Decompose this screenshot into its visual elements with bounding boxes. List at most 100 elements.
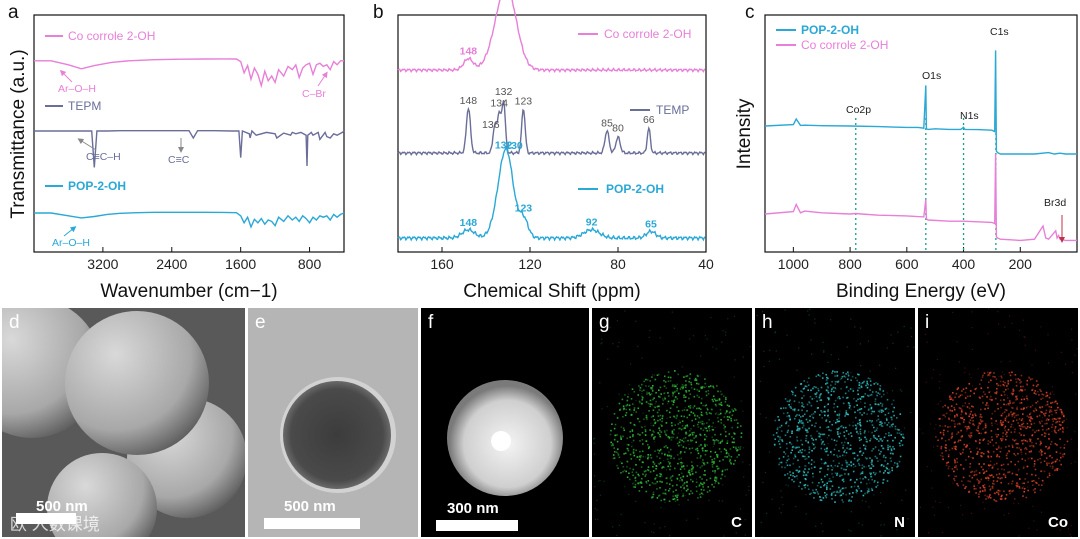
map-noise-dot <box>838 358 840 360</box>
map-dot <box>801 451 803 454</box>
map-dot <box>980 420 982 422</box>
map-dot <box>890 434 892 437</box>
map-noise-dot <box>675 495 678 498</box>
map-dot <box>870 462 872 464</box>
map-dot <box>667 371 670 373</box>
x-tick-label: 400 <box>952 256 976 272</box>
map-dot <box>640 481 642 483</box>
map-dot <box>721 440 723 443</box>
map-dot <box>991 424 993 427</box>
map-dot <box>641 397 644 400</box>
map-dot <box>1060 456 1062 459</box>
map-noise-dot <box>790 403 792 405</box>
map-dot <box>858 464 861 467</box>
map-dot <box>669 407 672 409</box>
map-dot <box>648 446 650 448</box>
map-dot <box>1028 438 1031 441</box>
map-dot <box>649 429 651 431</box>
map-dot <box>641 426 643 429</box>
map-dot <box>659 457 661 460</box>
map-dot <box>702 493 704 496</box>
map-noise-dot <box>1024 336 1026 338</box>
map-noise-dot <box>910 327 912 329</box>
map-noise-dot <box>962 514 964 516</box>
map-noise-dot <box>609 326 611 329</box>
map-dot <box>871 431 873 434</box>
map-dot <box>862 395 865 398</box>
map-dot <box>987 479 990 481</box>
map-dot <box>1017 468 1020 471</box>
map-dot <box>969 413 972 415</box>
map-noise-dot <box>633 482 635 484</box>
map-noise-dot <box>1027 486 1029 488</box>
map-dot <box>697 421 700 424</box>
map-noise-dot <box>813 397 815 400</box>
map-dot <box>619 408 622 410</box>
map-dot <box>688 471 691 474</box>
map-dot <box>840 467 843 469</box>
map-dot <box>823 406 826 408</box>
map-dot <box>1061 413 1063 416</box>
map-dot <box>995 378 998 380</box>
map-dot <box>711 466 714 468</box>
map-dot <box>704 438 706 441</box>
map-dot <box>670 439 673 441</box>
map-dot <box>998 490 1001 492</box>
map-dot <box>977 480 980 482</box>
map-dot <box>671 475 674 477</box>
map-dot <box>696 457 699 459</box>
map-dot <box>709 477 712 480</box>
map-dot <box>999 384 1002 387</box>
map-dot <box>1012 392 1014 395</box>
map-dot <box>680 386 683 389</box>
map-dot <box>672 392 675 394</box>
c-legend-pop: POP-2-OH <box>801 23 859 37</box>
map-noise-dot <box>654 462 656 465</box>
map-dot <box>681 466 683 468</box>
map-dot <box>1002 383 1005 386</box>
map-dot <box>820 443 823 445</box>
map-dot <box>1041 425 1044 427</box>
map-dot <box>1004 381 1006 384</box>
map-dot <box>786 412 789 414</box>
map-dot <box>683 468 686 470</box>
map-dot <box>793 400 796 402</box>
map-dot <box>701 397 703 400</box>
map-dot <box>654 421 657 424</box>
map-dot <box>871 450 873 452</box>
map-dot <box>679 421 681 424</box>
map-dot <box>863 412 865 414</box>
map-dot <box>997 492 1000 494</box>
map-noise-dot <box>641 357 643 359</box>
map-dot <box>1034 468 1037 471</box>
map-dot <box>1025 447 1027 449</box>
map-dot <box>651 433 654 436</box>
map-dot <box>1033 460 1036 462</box>
map-noise-dot <box>742 461 744 463</box>
map-dot <box>729 411 732 413</box>
map-noise-dot <box>666 417 668 419</box>
map-dot <box>1011 480 1014 483</box>
map-dot <box>999 380 1002 383</box>
map-dot <box>935 436 937 438</box>
map-dot <box>801 391 804 393</box>
map-dot <box>856 379 858 382</box>
map-dot <box>1011 407 1014 409</box>
map-dot <box>1005 415 1008 418</box>
map-dot <box>714 479 716 481</box>
map-dot <box>664 431 666 433</box>
map-dot <box>693 395 696 398</box>
map-dot <box>659 480 661 483</box>
map-dot <box>953 475 956 478</box>
map-dot <box>647 402 650 405</box>
map-dot <box>1041 397 1044 399</box>
map-dot <box>1041 393 1043 395</box>
map-dot <box>880 420 882 423</box>
map-dot <box>826 493 828 496</box>
map-noise-dot <box>935 500 937 502</box>
map-dot <box>682 427 685 430</box>
map-dot <box>700 427 702 430</box>
map-dot <box>670 448 672 451</box>
map-dot <box>878 449 880 452</box>
map-dot <box>707 486 709 488</box>
